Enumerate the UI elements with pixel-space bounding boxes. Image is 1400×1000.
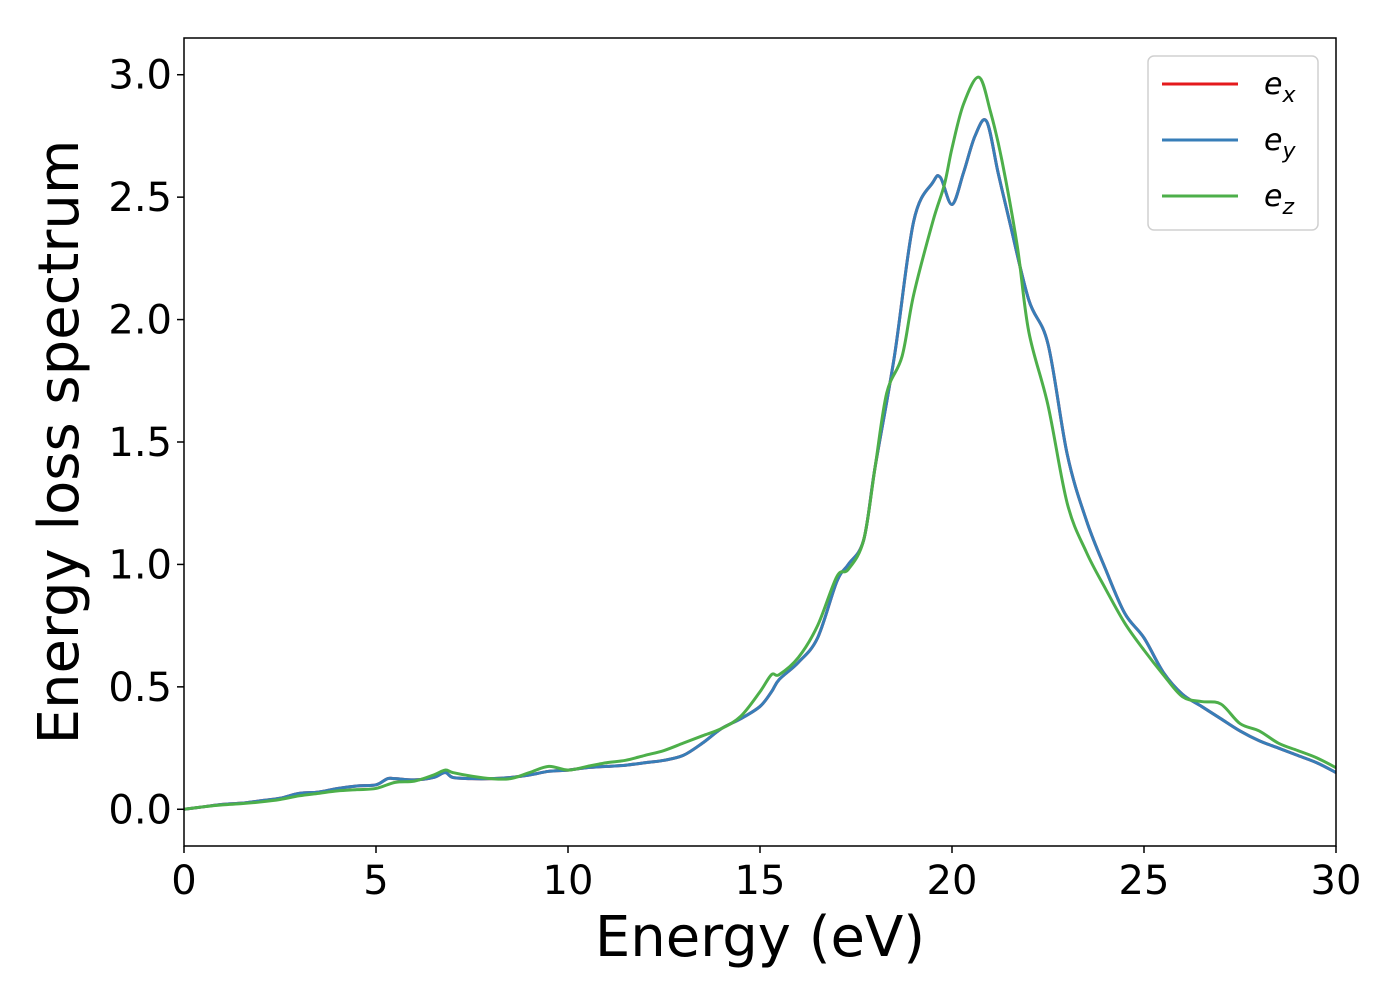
legend-label-ez: ez — [1264, 179, 1294, 220]
y-tick-label: 2.0 — [108, 298, 172, 344]
y-tick-label: 1.5 — [108, 420, 172, 466]
x-axis: 0 5 10 15 20 25 30 — [171, 846, 1361, 904]
x-tick-label: 0 — [171, 858, 196, 904]
y-tick-label: 2.5 — [108, 175, 172, 221]
series-layer — [184, 75, 1336, 811]
x-tick-label: 20 — [927, 858, 978, 904]
x-axis-label: Energy (eV) — [595, 905, 925, 970]
x-tick-label: 30 — [1311, 858, 1362, 904]
legend-label-ex: ex — [1264, 67, 1296, 108]
y-axis-label: Energy loss spectrum — [27, 140, 92, 745]
y-tick-label: 0.0 — [108, 787, 172, 833]
legend-label-ey: ey — [1264, 123, 1296, 164]
y-tick-label: 3.0 — [108, 53, 172, 99]
y-axis: 0.0 0.5 1.0 1.5 2.0 2.5 3.0 — [108, 53, 184, 833]
x-tick-label: 25 — [1119, 858, 1170, 904]
series-line-ey — [184, 118, 1336, 811]
legend-box — [1147, 55, 1319, 231]
y-tick-label: 1.0 — [108, 542, 172, 588]
x-tick-label: 5 — [363, 858, 388, 904]
series-line-ez — [184, 75, 1336, 811]
y-tick-label: 0.5 — [108, 665, 172, 711]
legend: ex ey ez — [1147, 55, 1319, 231]
x-tick-label: 10 — [543, 858, 594, 904]
x-tick-label: 15 — [735, 858, 786, 904]
